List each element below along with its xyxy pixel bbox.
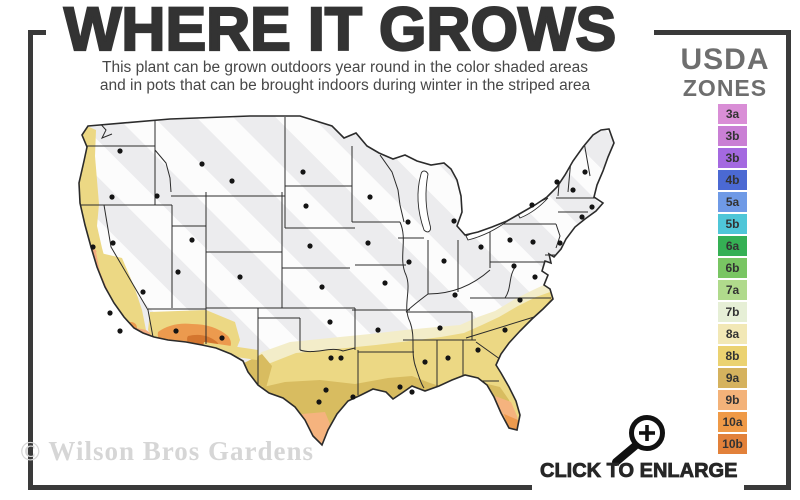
state-borders [79, 117, 596, 395]
city-dots [90, 148, 595, 405]
frame-left-border [28, 30, 33, 490]
zone-chip-5a: 5a [718, 192, 747, 212]
subtitle: This plant can be grown outdoors year ro… [35, 59, 655, 95]
zone-chip-10a: 10a [718, 412, 747, 432]
zone-chip-9a: 9a [718, 368, 747, 388]
page-title: WHERE IT GROWS [63, 0, 618, 64]
zone-chip-6b: 6b [718, 258, 747, 278]
legend-heading: USDA ZONES [660, 44, 790, 100]
legend-heading-usda: USDA [680, 43, 770, 76]
frame-bottom-right-segment [744, 485, 791, 490]
legend-heading-zones: ZONES [682, 74, 768, 101]
zone-chip-3b: 3b [718, 126, 747, 146]
zone-chip-8a: 8a [718, 324, 747, 344]
zone-chip-4b: 4b [718, 170, 747, 190]
zone-chip-7b: 7b [718, 302, 747, 322]
magnifier-zoom-icon[interactable] [603, 407, 673, 467]
zone-chip-3b: 3b [718, 148, 747, 168]
zone-chip-6a: 6a [718, 236, 747, 256]
zone-chip-10b: 10b [718, 434, 747, 454]
watermark: © Wilson Bros Gardens [20, 436, 314, 466]
frame-top-right-segment [654, 30, 791, 35]
zone-chip-7a: 7a [718, 280, 747, 300]
usda-zones-legend: 3a 3b 3b 4b 5a 5b 6a 6b 7a 7b 8a 8b 9a 9b 10a 10b [718, 104, 747, 456]
zone-chip-9b: 9b [718, 390, 747, 410]
zone-chip-5b: 5b [718, 214, 747, 234]
click-to-enlarge-button[interactable]: CLICK TO ENLARGE [540, 460, 738, 483]
zone-chip-8b: 8b [718, 346, 747, 366]
frame-right-border [786, 30, 791, 490]
frame-bottom-left-segment [28, 485, 532, 490]
zone-chip-3a: 3a [718, 104, 747, 124]
frame-top-left-segment [28, 30, 46, 35]
subtitle-line1: This plant can be grown outdoors year ro… [102, 59, 588, 76]
subtitle-line2: and in pots that can be brought indoors … [99, 77, 591, 94]
